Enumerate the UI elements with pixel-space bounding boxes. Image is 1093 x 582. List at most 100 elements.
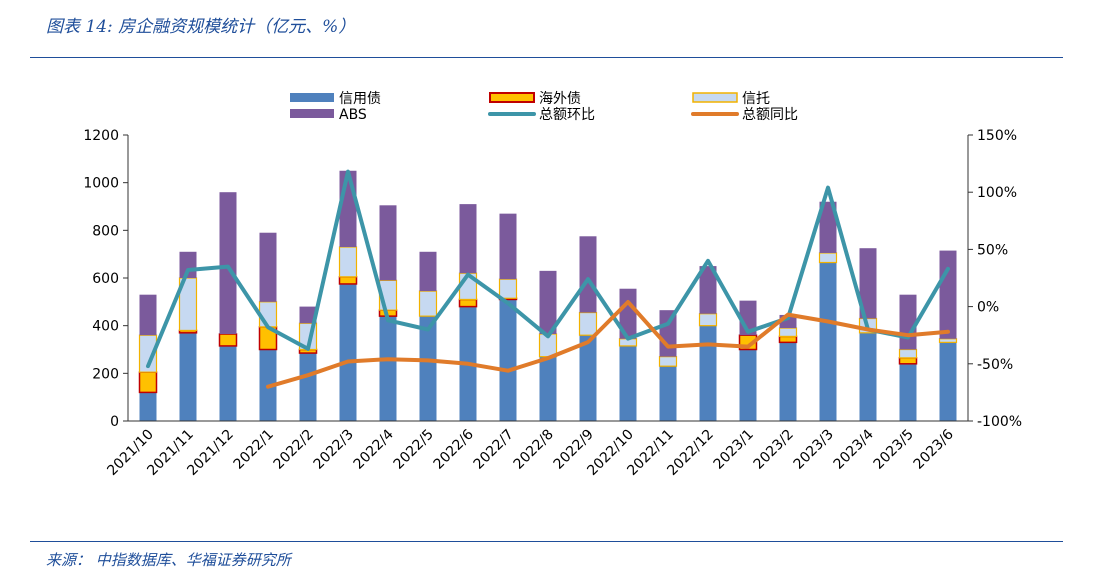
bar-abs — [579, 236, 597, 313]
source-rule — [30, 541, 1063, 542]
title-rule — [30, 57, 1063, 58]
line-yoy — [266, 300, 950, 389]
bar-trust — [578, 311, 598, 336]
x-tick-label: 2022/1 — [231, 427, 277, 473]
left-tick-label: 800 — [92, 223, 119, 239]
bar-group — [138, 170, 958, 421]
source-note: 来源： 中指数据库、华福证券研究所 — [46, 551, 291, 569]
bar-credit — [579, 335, 597, 421]
bar-overseas — [138, 371, 158, 394]
bar-abs — [699, 266, 717, 314]
x-tick-label: 2022/7 — [471, 427, 517, 473]
bar-credit — [859, 332, 877, 421]
bar-credit — [139, 392, 157, 421]
bar-trust — [818, 252, 838, 264]
x-tick-label: 2022/4 — [351, 426, 397, 472]
bar-trust — [938, 338, 958, 343]
x-tick-label: 2023/6 — [911, 426, 957, 472]
bar-trust — [138, 334, 158, 373]
bar-abs — [339, 170, 357, 248]
bar-overseas — [338, 276, 358, 285]
bar-credit — [219, 345, 237, 421]
bar-abs — [899, 294, 917, 350]
figure-title: 图表 14: 房企融资规模统计（亿元、%） — [46, 17, 356, 37]
line-mom — [146, 169, 950, 369]
bar-trust — [258, 301, 278, 328]
bar-credit — [299, 353, 317, 421]
bar-abs — [859, 248, 877, 319]
bar-trust — [338, 246, 358, 278]
bar-abs — [259, 232, 277, 302]
x-tick-label: 2022/3 — [311, 427, 357, 473]
bar-trust — [698, 313, 718, 327]
bar-credit — [899, 363, 917, 421]
bar-overseas — [778, 335, 798, 344]
bar-overseas — [218, 333, 238, 347]
legend-swatch — [489, 92, 535, 103]
bar-credit — [819, 262, 837, 421]
right-tick-label: 50% — [977, 242, 1008, 258]
legend-label: 信托 — [742, 91, 770, 107]
legend-label: 总额同比 — [742, 107, 798, 123]
bar-credit — [339, 283, 357, 421]
bar-credit — [619, 345, 637, 421]
x-tick-label: 2022/2 — [271, 427, 317, 473]
x-tick-label: 2023/1 — [711, 427, 757, 473]
line-group — [146, 169, 950, 389]
bar-credit — [739, 349, 757, 421]
bar-abs — [379, 205, 397, 281]
legend: 信用债 海外债 信托 ABS 总额环比 总额同比 — [290, 91, 798, 123]
bar-abs — [539, 270, 557, 335]
bar-trust — [658, 356, 678, 367]
bar-credit — [699, 325, 717, 421]
bar-overseas — [458, 298, 478, 308]
left-tick-label: 0 — [110, 414, 119, 430]
bar-overseas — [898, 357, 918, 365]
left-tick-label: 1000 — [83, 176, 119, 192]
bar-credit — [779, 342, 797, 421]
bar-credit — [659, 366, 677, 421]
bar-abs — [299, 306, 317, 324]
legend-swatch — [290, 109, 334, 118]
bar-abs — [459, 204, 477, 274]
bar-credit — [939, 342, 957, 421]
left-tick-label: 400 — [92, 319, 119, 335]
x-tick-label: 2023/3 — [791, 427, 837, 473]
legend-swatch — [692, 92, 738, 103]
bar-trust — [898, 348, 918, 359]
legend-label: 海外债 — [539, 91, 581, 107]
x-tick-label: 2023/4 — [831, 426, 877, 472]
bar-abs — [139, 294, 157, 336]
right-tick-label: 0% — [977, 300, 999, 316]
left-tick-label: 1200 — [83, 128, 119, 144]
bar-credit — [539, 356, 557, 421]
bar-trust — [418, 290, 438, 317]
right-tick-label: -100% — [977, 414, 1022, 430]
bar-trust — [778, 327, 798, 337]
left-tick-label: 200 — [92, 366, 119, 382]
bar-credit — [499, 299, 517, 421]
x-tick-label: 2022/8 — [511, 427, 557, 473]
legend-label: 信用债 — [339, 91, 381, 107]
legend-label: 总额环比 — [539, 107, 595, 123]
right-tick-label: 150% — [977, 128, 1017, 144]
right-tick-label: 100% — [977, 185, 1017, 201]
bar-credit — [379, 316, 397, 421]
bar-abs — [619, 288, 637, 339]
bar-abs — [939, 250, 957, 339]
bar-abs — [419, 251, 437, 292]
x-tick-label: 2023/2 — [751, 427, 797, 473]
x-tick-label: 2022/6 — [431, 426, 477, 472]
bar-abs — [499, 213, 517, 280]
bar-credit — [419, 316, 437, 421]
legend-label: ABS — [339, 107, 367, 123]
right-tick-label: -50% — [977, 357, 1013, 373]
bar-abs — [819, 201, 837, 253]
left-tick-label: 600 — [92, 271, 119, 287]
x-tick-label: 2022/5 — [391, 427, 437, 473]
bar-credit — [179, 332, 197, 421]
bar-abs — [219, 192, 237, 335]
x-tick-label: 2023/5 — [871, 427, 917, 473]
legend-swatch — [290, 93, 334, 102]
